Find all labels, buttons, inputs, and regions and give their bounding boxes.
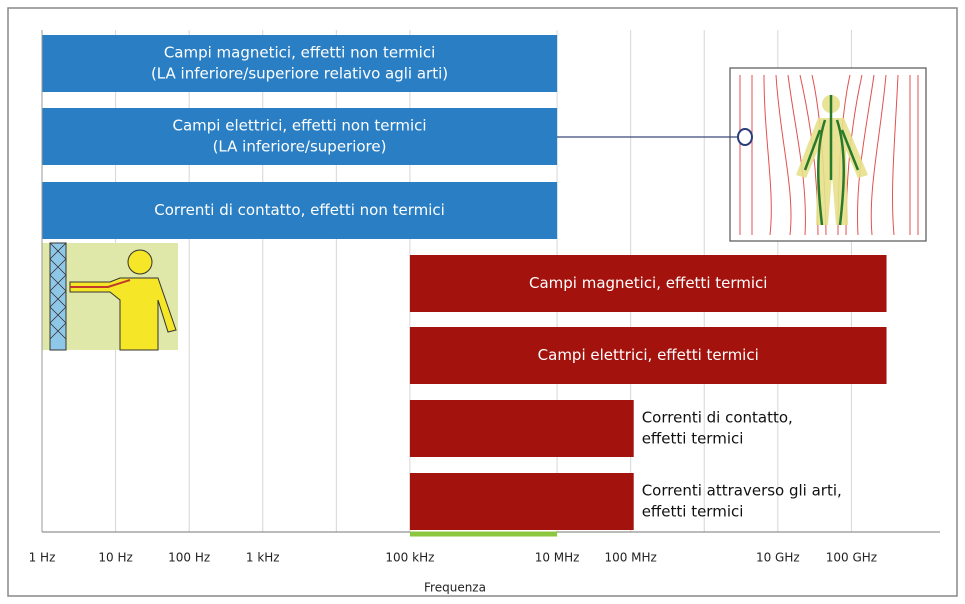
x-axis-label: Frequenza [424,581,486,595]
x-tick-label: 100 Hz [168,551,210,565]
x-tick-label: 1 Hz [29,551,56,565]
x-tick-label: 100 GHz [826,551,877,565]
x-tick-label: 1 kHz [246,551,280,565]
x-tick-label: 10 MHz [535,551,580,565]
bar-label: (LA inferiore/superiore relativo agli ar… [151,65,448,83]
bar-label: Correnti di contatto, [642,409,793,427]
bar-label: effetti termici [642,430,744,448]
bar-label: Correnti di contatto, effetti non termic… [154,201,445,219]
bar-label: Campi magnetici, effetti non termici [164,44,435,62]
contact-illustration [42,243,178,350]
x-tick-label: 10 GHz [756,551,800,565]
bar-label: (LA inferiore/superiore) [213,138,387,156]
bar-label: Campi elettrici, effetti termici [538,346,759,364]
x-tick-label: 10 Hz [98,551,132,565]
bar-label: effetti termici [642,503,744,521]
bar-label: Campi elettrici, effetti non termici [173,117,427,135]
bar-label: Campi magnetici, effetti termici [529,274,768,292]
x-tick-label: 100 kHz [385,551,434,565]
bar-label: Correnti attraverso gli arti, [642,482,842,500]
bar [410,400,634,457]
x-tick-label: 100 MHz [604,551,656,565]
bar [410,473,634,530]
chart: Campi magnetici, effetti non termici (LA … [0,0,965,604]
